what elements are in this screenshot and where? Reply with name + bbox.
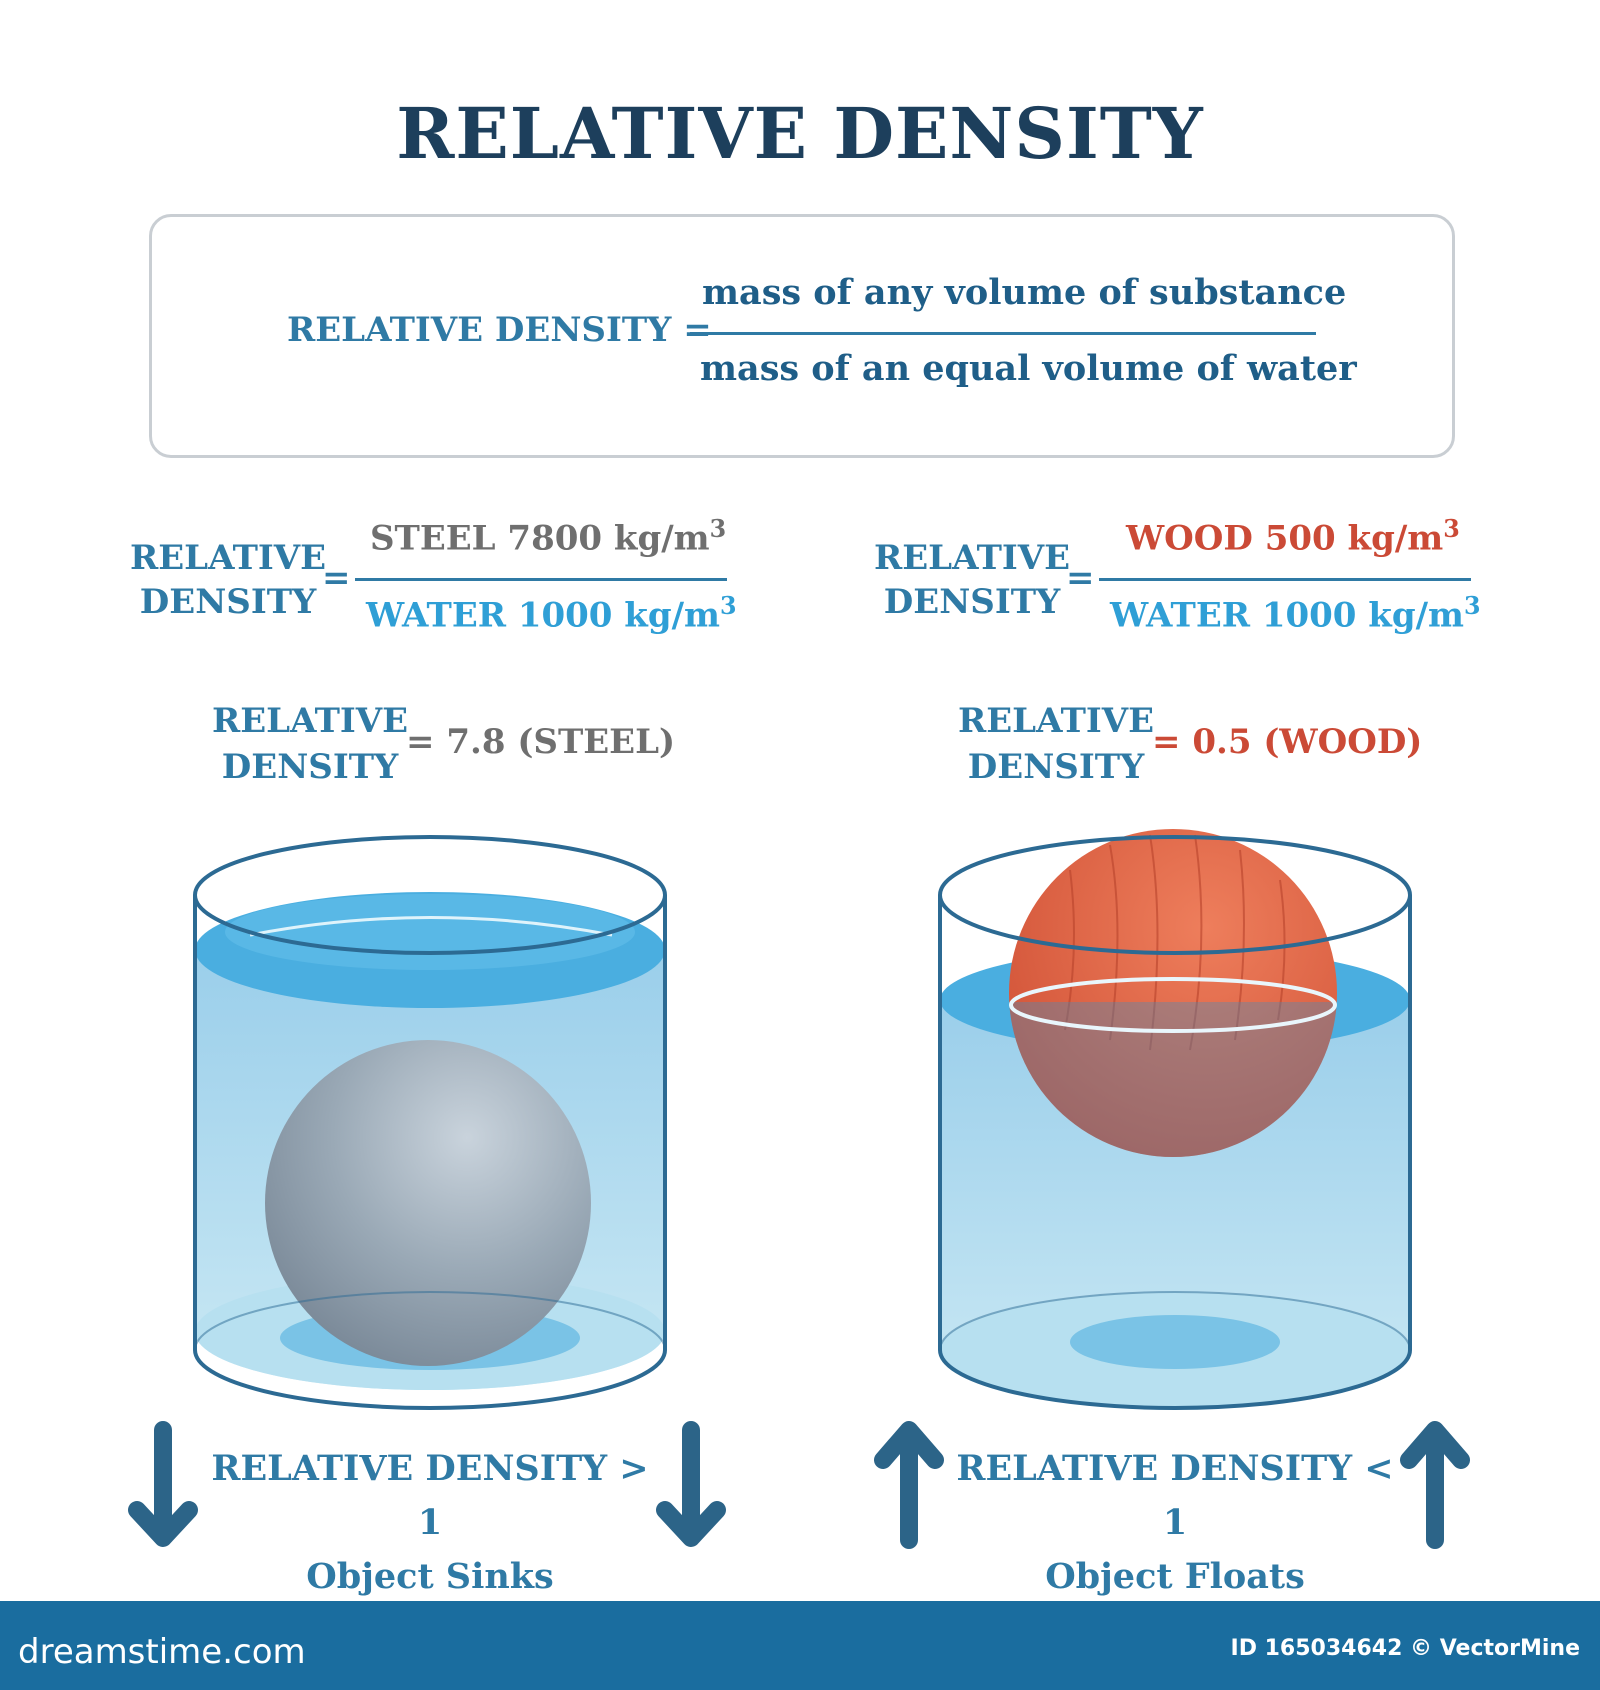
footer-site: dreamstime.com: [18, 1632, 306, 1672]
wood-numerator: WOOD 500 kg/m3: [1126, 515, 1460, 559]
steel-denominator: WATER 1000 kg/m3: [366, 592, 737, 636]
definition-denominator: mass of an equal volume of water: [700, 348, 1357, 389]
definition-label: RELATIVE DENSITY =: [287, 310, 712, 350]
wood-caption: RELATIVE DENSITY < 1 Object Floats: [956, 1448, 1394, 1597]
footer-credit: ID 165034642 © VectorMine: [1230, 1636, 1580, 1661]
steel-equals: =: [322, 558, 351, 598]
wood-result-label: RELATIVE DENSITY: [958, 701, 1155, 787]
steel-caption: RELATIVE DENSITY > 1 Object Sinks: [211, 1448, 649, 1597]
steel-glass-icon: [193, 835, 667, 1410]
wood-result: = 0.5 (WOOD): [1152, 722, 1423, 762]
steel-result-label: RELATIVE DENSITY: [212, 701, 409, 787]
wood-fraction-line: [1099, 578, 1471, 581]
page-title: RELATIVE DENSITY: [396, 92, 1204, 175]
steel-ball-icon: [265, 1040, 591, 1366]
down-arrow-icon: [128, 1421, 198, 1547]
steel-fraction-line: [355, 578, 727, 581]
definition-numerator: mass of any volume of substance: [702, 272, 1347, 313]
footer-bar: [0, 1601, 1600, 1690]
steel-numerator: STEEL 7800 kg/m3: [370, 515, 727, 559]
wood-denominator: WATER 1000 kg/m3: [1110, 592, 1481, 636]
wood-equals: =: [1066, 558, 1095, 598]
steel-label: RELATIVE DENSITY: [130, 538, 327, 622]
wood-glass-icon: [938, 829, 1412, 1410]
steel-result: = 7.8 (STEEL): [406, 722, 676, 762]
wood-ball-icon: [1009, 829, 1337, 1157]
definition-box: [149, 214, 1455, 458]
definition-fraction-line: [690, 332, 1316, 335]
up-arrow-icon: [874, 1421, 944, 1549]
up-arrow-icon: [1400, 1421, 1470, 1549]
down-arrow-icon: [656, 1421, 726, 1547]
wood-label: RELATIVE DENSITY: [874, 538, 1071, 622]
